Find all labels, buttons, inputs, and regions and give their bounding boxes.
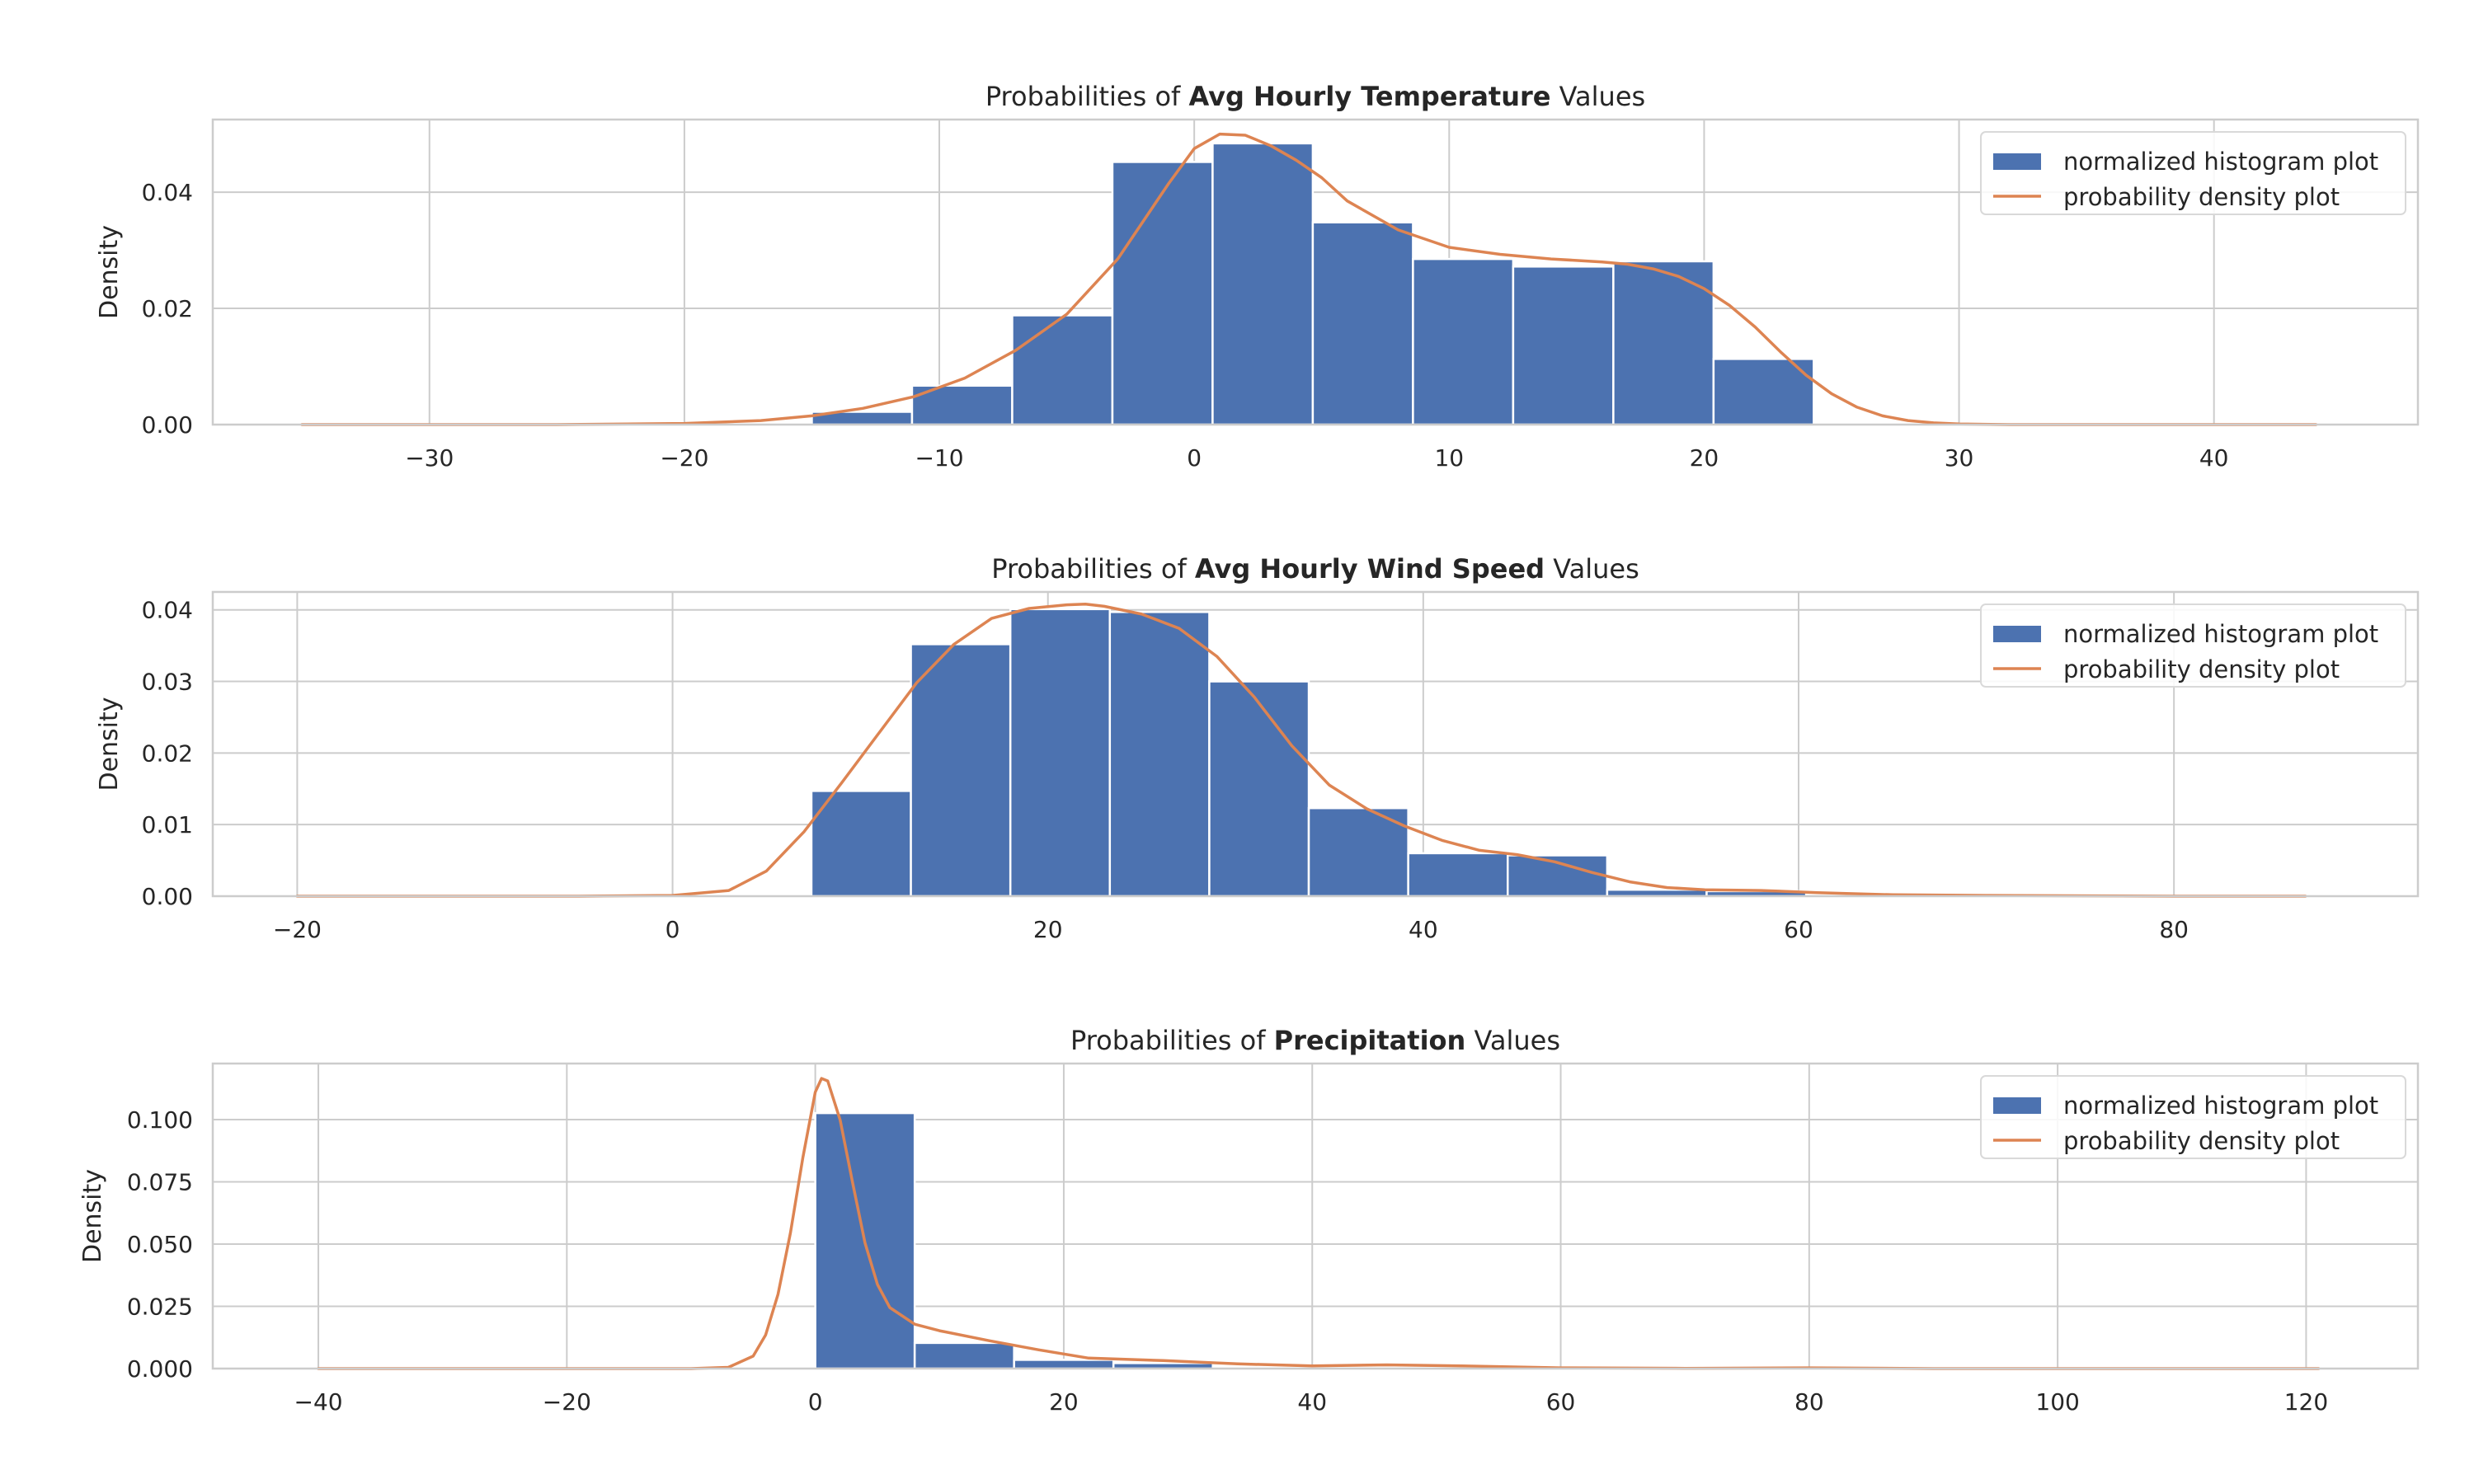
x-tick-label: 80 [2159,916,2189,943]
y-tick-label: 0.025 [127,1293,193,1320]
histogram-bar [1108,611,1211,898]
histogram-bar [1407,852,1509,898]
x-tick-label: 40 [1297,1388,1327,1416]
histogram-bar [1307,806,1409,898]
x-tick-label: 60 [1784,916,1813,943]
x-tick-label: 120 [2284,1388,2328,1416]
x-tick-label: 20 [1690,444,1719,472]
legend-histogram-swatch [1993,626,2041,642]
y-tick-label: 0.075 [127,1168,193,1195]
y-tick-label: 0.100 [127,1106,193,1134]
y-tick-label: 0.03 [142,669,193,696]
histogram-bar [1011,314,1114,426]
histogram-bar [1311,221,1414,426]
x-tick-label: 60 [1546,1388,1576,1416]
x-tick-label: 40 [2199,444,2229,472]
x-tick-label: −30 [405,444,454,472]
legend-histogram-swatch [1993,153,2041,170]
x-tick-label: 100 [2035,1388,2079,1416]
y-tick-label: 0.04 [142,179,193,206]
chart-title: Probabilities of Avg Hourly Temperature … [985,81,1645,112]
y-tick-label: 0.04 [142,597,193,624]
x-tick-label: −40 [294,1388,343,1416]
chart-panel-3: −40 −20 0 20 40 60 80 100 120 0.000 0.025 0.050 0.07… [78,1025,2420,1416]
histogram-bar [1512,265,1615,426]
histogram-bar [810,790,912,898]
y-axis-label: Density [78,1169,107,1263]
x-tick-label: 40 [1409,916,1438,943]
histogram-bar [1712,358,1815,426]
histogram-bar [913,1341,1015,1370]
plot-frame [211,590,2420,898]
x-tick-label: 80 [1794,1388,1824,1416]
chart-panel-1: −30 −20 −10 0 10 20 30 40 0.00 0.02 0.04 Density Pro… [95,81,2420,472]
legend: normalized histogram plot probability den… [1980,131,2406,215]
legend-frame [1980,1075,2406,1159]
chart-panel-2: −20 0 20 40 60 80 0.00 0.01 0.02 0.03 0.04 Density P… [95,553,2420,943]
x-tick-label: 20 [1049,1388,1079,1416]
histogram-bar [1612,260,1715,426]
x-tick-label: 30 [1945,444,1974,472]
x-tick-label: −20 [660,444,708,472]
x-tick-label: 10 [1434,444,1464,472]
histogram-bar [1412,257,1515,426]
histogram-bar [1211,142,1315,426]
x-tick-label: −20 [273,916,322,943]
x-tick-label: −20 [543,1388,591,1416]
plot-frame [211,1062,2420,1370]
y-tick-label: 0.00 [142,883,193,910]
legend-label: probability density plot [2063,655,2340,683]
legend-label: normalized histogram plot [2063,620,2378,648]
legend-label: probability density plot [2063,183,2340,211]
legend-frame [1980,131,2406,215]
y-axis-label: Density [95,225,124,319]
y-tick-label: 0.00 [142,411,193,439]
density-curve [317,1077,2321,1370]
legend: normalized histogram plot probability den… [1980,1075,2406,1159]
chart-title: Probabilities of Avg Hourly Wind Speed V… [991,553,1639,585]
y-tick-label: 0.01 [142,811,193,838]
x-tick-label: −10 [915,444,963,472]
histogram-bar [1208,680,1310,898]
histogram-bar [910,643,1012,898]
histogram-bar [1013,1359,1115,1370]
legend-histogram-swatch [1993,1097,2041,1114]
histogram-bar [1009,608,1112,898]
x-tick-label: 0 [808,1388,823,1416]
y-tick-label: 0.02 [142,740,193,767]
plot-frame [211,118,2420,426]
legend: normalized histogram plot probability den… [1980,603,2406,688]
y-axis-label: Density [95,697,124,791]
y-tick-label: 0.050 [127,1231,193,1258]
y-tick-label: 0.000 [127,1355,193,1383]
x-tick-label: 0 [1187,444,1202,472]
x-tick-label: 20 [1033,916,1063,943]
density-curve [295,603,2307,898]
legend-frame [1980,603,2406,688]
legend-label: normalized histogram plot [2063,148,2378,176]
chart-title: Probabilities of Precipitation Values [1070,1025,1560,1056]
x-tick-label: 0 [666,916,680,943]
density-curve [300,132,2318,426]
legend-label: normalized histogram plot [2063,1092,2378,1120]
y-tick-label: 0.02 [142,295,193,322]
legend-label: probability density plot [2063,1127,2340,1155]
histogram-bar [1111,161,1214,426]
